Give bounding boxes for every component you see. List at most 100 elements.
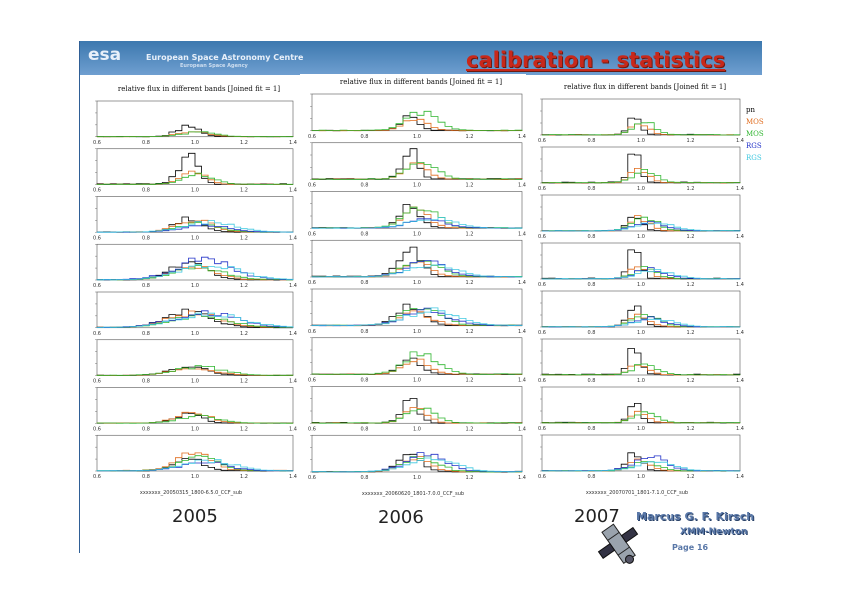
x-tick-label: 1.2 <box>687 378 695 384</box>
x-tick-label: 1.2 <box>466 475 474 481</box>
slide-title: calibration - statistics <box>466 48 726 72</box>
x-tick-label: 1.0 <box>413 475 421 481</box>
x-tick-label: 1.4 <box>289 474 297 480</box>
x-tick-label: 1.4 <box>518 329 526 335</box>
subplot-frame <box>311 288 523 327</box>
x-tick-label: 1.0 <box>191 331 199 337</box>
panel-filename: xxxxxxx_20060620_1801-7.0.0_CCF_sub <box>362 491 464 497</box>
slide-left-rule <box>79 41 80 553</box>
x-tick-label: 0.8 <box>361 475 369 481</box>
chart-panel-2005: relative flux in different bands [Joined… <box>85 81 297 497</box>
x-tick-label: 0.6 <box>93 331 101 337</box>
x-tick-label: 0.8 <box>142 426 150 432</box>
year-label-2006: 2006 <box>378 507 424 528</box>
histogram-series <box>541 461 741 472</box>
x-tick-label: 1.2 <box>466 426 474 432</box>
x-tick-label: 0.8 <box>142 474 150 480</box>
x-tick-label: 1.0 <box>637 378 645 384</box>
x-tick-label: 0.6 <box>93 140 101 146</box>
x-tick-label: 0.8 <box>142 331 150 337</box>
subplot-frame <box>311 93 523 132</box>
x-tick-label: 1.0 <box>637 330 645 336</box>
x-tick-label: 1.2 <box>687 426 695 432</box>
x-tick-label: 0.8 <box>142 235 150 241</box>
subplot-frame <box>541 290 741 328</box>
histogram-series <box>311 260 523 278</box>
footer-mission: XMM-Newton <box>680 527 748 537</box>
histogram-series <box>542 222 741 232</box>
x-tick-label: 1.0 <box>413 280 421 286</box>
histogram-series <box>311 358 523 375</box>
histogram-series <box>541 169 741 184</box>
x-tick-label: 0.8 <box>588 282 596 288</box>
x-tick-label: 0.6 <box>308 231 316 237</box>
histogram-series <box>311 206 523 229</box>
x-tick-label: 1.0 <box>191 283 199 289</box>
histogram-grid-2005: relative flux in different bands [Joined… <box>93 85 297 496</box>
x-tick-label: 0.8 <box>588 330 596 336</box>
x-tick-label: 0.8 <box>142 188 150 194</box>
histogram-series <box>311 162 523 180</box>
x-tick-label: 1.2 <box>687 186 695 192</box>
x-tick-label: 1.4 <box>518 231 526 237</box>
x-tick-label: 1.0 <box>637 426 645 432</box>
histogram-series <box>541 249 741 280</box>
x-tick-label: 0.8 <box>361 183 369 189</box>
x-tick-label: 1.2 <box>466 280 474 286</box>
x-tick-label: 0.8 <box>142 140 150 146</box>
x-tick-label: 0.6 <box>538 474 546 480</box>
x-tick-label: 1.4 <box>518 134 526 140</box>
x-tick-label: 1.0 <box>637 474 645 480</box>
x-tick-label: 0.6 <box>93 379 101 385</box>
x-tick-label: 0.6 <box>308 329 316 335</box>
histogram-series <box>541 364 741 376</box>
x-tick-label: 1.0 <box>413 426 421 432</box>
panel-filename: xxxxxxx_20070701_1801-7.1.0_CCF_sub <box>586 490 688 496</box>
panel-title: relative flux in different bands [Joined… <box>340 78 503 86</box>
histogram-series <box>541 318 741 328</box>
subplot-frame <box>541 146 741 184</box>
histogram-series <box>311 455 523 473</box>
x-tick-label: 1.4 <box>736 282 744 288</box>
x-tick-label: 1.2 <box>687 282 695 288</box>
x-tick-label: 0.8 <box>142 283 150 289</box>
x-tick-label: 1.0 <box>191 188 199 194</box>
x-tick-label: 1.0 <box>191 235 199 241</box>
legend-entry-pn: pn <box>746 106 755 114</box>
histogram-series <box>311 217 523 229</box>
x-tick-label: 1.0 <box>413 378 421 384</box>
x-tick-label: 1.4 <box>518 378 526 384</box>
panel-title: relative flux in different bands [Joined… <box>564 83 727 91</box>
x-tick-label: 0.6 <box>308 183 316 189</box>
x-tick-label: 1.2 <box>466 134 474 140</box>
x-tick-label: 0.6 <box>93 283 101 289</box>
x-tick-label: 1.2 <box>240 331 248 337</box>
subplot-frame <box>311 434 523 473</box>
x-tick-label: 1.2 <box>240 426 248 432</box>
x-tick-label: 0.6 <box>308 378 316 384</box>
org-name: European Space Astronomy Centre <box>146 53 304 62</box>
x-tick-label: 1.4 <box>289 235 297 241</box>
x-tick-label: 1.0 <box>413 134 421 140</box>
x-tick-label: 0.8 <box>361 329 369 335</box>
x-tick-label: 1.2 <box>466 329 474 335</box>
histogram-series <box>96 220 294 233</box>
histogram-series <box>311 115 523 132</box>
subplot-frame <box>96 339 294 376</box>
x-tick-label: 1.0 <box>191 379 199 385</box>
footer-author: Marcus G. F. Kirsch <box>636 510 755 523</box>
histogram-series <box>541 411 741 424</box>
x-tick-label: 1.0 <box>413 183 421 189</box>
x-tick-label: 1.4 <box>518 475 526 481</box>
subplot-frame <box>541 194 741 232</box>
histogram-series <box>311 264 523 278</box>
histogram-series <box>96 131 294 138</box>
histogram-series <box>96 368 294 376</box>
x-tick-label: 0.6 <box>308 134 316 140</box>
x-tick-label: 1.4 <box>289 426 297 432</box>
subplot-frame <box>96 243 294 281</box>
org-subtitle: European Space Agency <box>180 63 248 69</box>
subplot-frame <box>541 434 741 472</box>
chart-panel-2006: relative flux in different bands [Joined… <box>300 74 526 498</box>
histogram-series <box>311 307 523 327</box>
